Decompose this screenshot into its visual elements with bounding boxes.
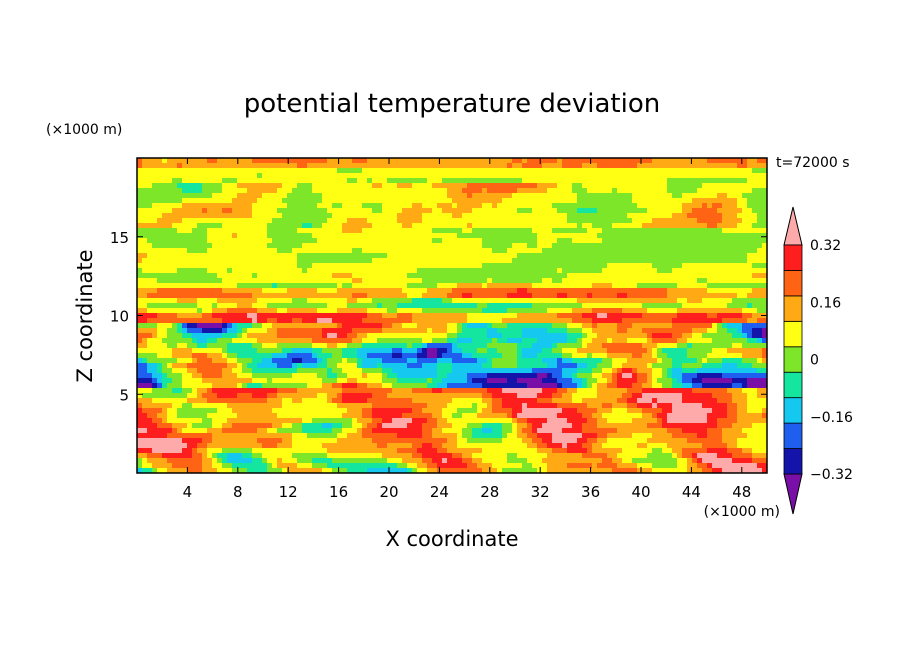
y-axis-label: Z coordinate	[73, 249, 97, 382]
colorbar-band	[783, 371, 803, 399]
x-tick-label: 20	[379, 483, 398, 501]
colorbar-band	[783, 320, 803, 348]
x-axis-label: X coordinate	[385, 527, 518, 551]
colorbar-lower-extension	[783, 473, 803, 515]
chart-title: potential temperature deviation	[244, 89, 660, 119]
colorbar: 0.32 0.16 0 −0.16 −0.32	[783, 206, 853, 515]
x-tick-label: 28	[480, 483, 499, 501]
colorbar-tick-label: −0.16	[810, 410, 853, 426]
y-tick-label: 15	[110, 229, 129, 247]
colorbar-tick-label: 0.32	[810, 238, 841, 254]
y-tick-label: 5	[119, 386, 129, 404]
x-tick-label: 4	[183, 483, 193, 501]
x-tick-label: 24	[430, 483, 449, 501]
x-tick-label: 44	[682, 483, 701, 501]
x-tick-label: 40	[631, 483, 650, 501]
colorbar-tick-label: 0.16	[810, 295, 841, 311]
x-tick-label: 12	[279, 483, 298, 501]
colorbar-band	[783, 270, 803, 297]
colorbar-band	[783, 244, 803, 271]
colorbar-band	[783, 448, 803, 475]
colorbar-tick-label: 0	[810, 353, 819, 369]
x-axis: 4 8 12 16 20 24 28 32 36 40 44 48	[183, 158, 751, 501]
x-tick-label: 32	[531, 483, 550, 501]
colorbar-band	[783, 346, 803, 373]
colorbar-tick-label: −0.32	[810, 467, 853, 483]
colorbar-band	[783, 397, 803, 424]
x-tick-label: 36	[581, 483, 600, 501]
x-tick-label: 48	[732, 483, 751, 501]
time-label: t=72000 s	[776, 155, 850, 171]
x-tick-label: 8	[233, 483, 243, 501]
colorbar-band	[783, 295, 803, 322]
contour-field	[137, 158, 767, 473]
x-unit-label: (×1000 m)	[704, 504, 780, 520]
y-tick-label: 10	[110, 308, 129, 326]
x-tick-label: 16	[329, 483, 348, 501]
colorbar-upper-extension	[783, 206, 803, 246]
colorbar-band	[783, 422, 803, 449]
y-axis: 5 10 15	[110, 229, 767, 404]
y-unit-label: (×1000 m)	[46, 122, 122, 138]
